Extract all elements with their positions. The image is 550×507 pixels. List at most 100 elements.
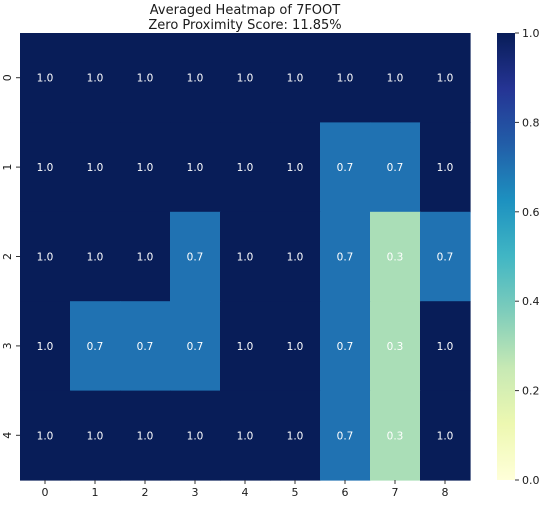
cell-annotation-r1-c1: 1.0 — [87, 162, 104, 174]
cell-annotation-r2-c8: 0.7 — [437, 252, 454, 264]
colorbar-tick-label-3: 0.6 — [522, 206, 540, 219]
colorbar-tick-label-4: 0.8 — [522, 116, 540, 129]
heatmap-cell-r0-c5 — [270, 33, 321, 123]
heatmap-cell-r0-c7 — [370, 33, 421, 123]
cell-annotation-r3-c1: 0.7 — [87, 341, 104, 353]
y-tick-label-0: 0 — [1, 74, 14, 81]
heatmap-cells — [20, 33, 471, 481]
x-tick-label-2: 2 — [142, 486, 149, 499]
chart-subtitle: Zero Proximity Score: 11.85% — [148, 18, 341, 33]
heatmap-cell-r1-c4 — [220, 122, 271, 213]
heatmap-cell-r0-c0 — [20, 33, 71, 123]
heatmap-cell-r4-c0 — [20, 390, 71, 481]
heatmap-cell-r3-c5 — [270, 301, 321, 392]
heatmap-cell-r3-c0 — [20, 301, 71, 392]
heatmap-cell-r1-c5 — [270, 122, 321, 213]
x-tick-label-5: 5 — [292, 486, 299, 499]
heatmap-cell-r0-c8 — [420, 33, 471, 123]
x-tick-label-4: 4 — [242, 486, 249, 499]
colorbar-gradient — [497, 33, 515, 480]
heatmap-cell-r4-c3 — [170, 390, 221, 481]
heatmap-cell-r2-c8 — [420, 211, 471, 302]
heatmap-cell-r1-c1 — [70, 122, 121, 213]
heatmap-cell-r0-c4 — [220, 33, 271, 123]
cell-annotation-r1-c8: 1.0 — [437, 162, 454, 174]
x-tick-label-6: 6 — [342, 486, 349, 499]
cell-annotation-r4-c1: 1.0 — [87, 430, 104, 442]
cell-annotation-r0-c3: 1.0 — [187, 73, 204, 85]
x-tick-label-3: 3 — [192, 486, 199, 499]
heatmap-cell-r0-c2 — [120, 33, 171, 123]
heatmap-cell-r3-c8 — [420, 301, 471, 392]
cell-annotation-r4-c8: 1.0 — [437, 430, 454, 442]
x-tick-label-7: 7 — [392, 486, 399, 499]
heatmap-cell-r1-c7 — [370, 122, 421, 213]
colorbar-tick-label-2: 0.4 — [522, 295, 540, 308]
cell-annotation-r2-c1: 1.0 — [87, 252, 104, 264]
heatmap-cell-r1-c8 — [420, 122, 471, 213]
cell-annotation-r0-c5: 1.0 — [287, 73, 304, 85]
heatmap-cell-r3-c6 — [320, 301, 371, 392]
cell-annotation-r0-c1: 1.0 — [87, 73, 104, 85]
heatmap-cell-r2-c7 — [370, 211, 421, 302]
x-tick-label-0: 0 — [42, 486, 49, 499]
colorbar-tick-label-1: 0.2 — [522, 385, 540, 398]
cell-annotation-r1-c5: 1.0 — [287, 162, 304, 174]
heatmap-cell-r2-c1 — [70, 211, 121, 302]
heatmap-cell-r2-c2 — [120, 211, 171, 302]
cell-annotation-r4-c7: 0.3 — [387, 430, 404, 442]
cell-annotation-r4-c4: 1.0 — [237, 430, 254, 442]
cell-annotation-r3-c6: 0.7 — [337, 341, 354, 353]
cell-annotation-r1-c6: 0.7 — [337, 162, 354, 174]
colorbar: 0.0 0.2 0.4 0.6 0.8 1.0 — [497, 27, 540, 487]
cell-annotation-r4-c3: 1.0 — [187, 430, 204, 442]
x-tick-label-8: 8 — [442, 486, 449, 499]
heatmap-cell-r2-c5 — [270, 211, 321, 302]
heatmap-cell-r3-c1 — [70, 301, 121, 392]
cell-annotation-r4-c5: 1.0 — [287, 430, 304, 442]
heatmap-cell-r4-c2 — [120, 390, 171, 481]
cell-annotation-r2-c0: 1.0 — [37, 252, 54, 264]
cell-annotation-r1-c4: 1.0 — [237, 162, 254, 174]
cell-annotation-r3-c3: 0.7 — [187, 341, 204, 353]
cell-annotation-r1-c3: 1.0 — [187, 162, 204, 174]
cell-annotation-r3-c0: 1.0 — [37, 341, 54, 353]
cell-annotation-r4-c6: 0.7 — [337, 430, 354, 442]
cell-annotation-r1-c0: 1.0 — [37, 162, 54, 174]
x-axis: 0 1 2 3 4 5 6 7 8 — [42, 480, 449, 499]
cell-annotation-r3-c2: 0.7 — [137, 341, 154, 353]
cell-annotation-r0-c4: 1.0 — [237, 73, 254, 85]
heatmap-cell-r1-c6 — [320, 122, 371, 213]
heatmap-cell-r2-c3 — [170, 211, 221, 302]
heatmap-cell-r4-c4 — [220, 390, 271, 481]
heatmap-cell-r2-c4 — [220, 211, 271, 302]
cell-annotation-r4-c0: 1.0 — [37, 430, 54, 442]
y-tick-label-2: 2 — [1, 253, 14, 260]
cell-annotation-r0-c2: 1.0 — [137, 73, 154, 85]
heatmap-cell-r4-c1 — [70, 390, 121, 481]
heatmap-cell-r0-c1 — [70, 33, 121, 123]
cell-annotation-r0-c8: 1.0 — [437, 73, 454, 85]
cell-annotation-r0-c6: 1.0 — [337, 73, 354, 85]
cell-annotation-r2-c5: 1.0 — [287, 252, 304, 264]
heatmap-cell-r2-c0 — [20, 211, 71, 302]
heatmap-cell-r4-c8 — [420, 390, 471, 481]
cell-annotation-r2-c2: 1.0 — [137, 252, 154, 264]
cell-annotation-r4-c2: 1.0 — [137, 430, 154, 442]
cell-annotation-r1-c2: 1.0 — [137, 162, 154, 174]
cell-annotation-r0-c7: 1.0 — [387, 73, 404, 85]
y-axis: 0 1 2 3 4 — [1, 74, 20, 439]
heatmap-cell-r1-c0 — [20, 122, 71, 213]
heatmap-cell-r3-c4 — [220, 301, 271, 392]
heatmap-cell-r0-c3 — [170, 33, 221, 123]
colorbar-tick-label-5: 1.0 — [522, 27, 540, 40]
heatmap-cell-r3-c7 — [370, 301, 421, 392]
cell-annotation-r1-c7: 0.7 — [387, 162, 404, 174]
y-tick-label-4: 4 — [1, 432, 14, 439]
heatmap-cell-r4-c5 — [270, 390, 321, 481]
cell-annotation-r0-c0: 1.0 — [37, 73, 54, 85]
heatmap-cell-r3-c3 — [170, 301, 221, 392]
cell-annotation-r2-c3: 0.7 — [187, 252, 204, 264]
